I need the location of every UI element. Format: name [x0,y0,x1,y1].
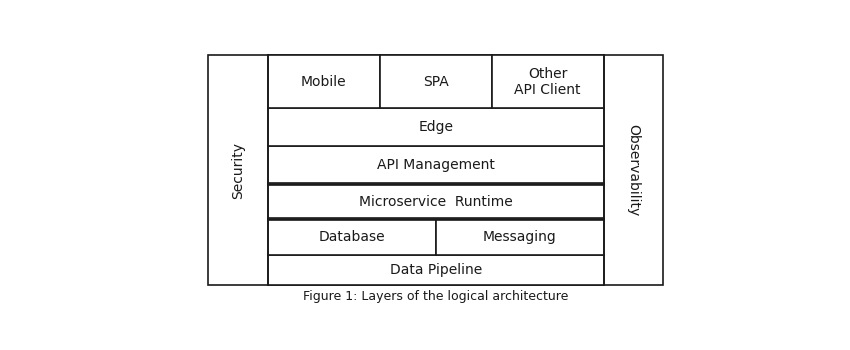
Text: SPA: SPA [422,75,449,89]
Bar [268,184,604,219]
Bar [435,219,604,255]
Text: Security: Security [231,141,245,198]
Text: Messaging: Messaging [483,230,557,244]
Text: Other
API Client: Other API Client [514,67,581,97]
Text: Observability: Observability [626,124,640,216]
Text: Edge: Edge [418,120,453,134]
Text: Figure 1: Layers of the logical architecture: Figure 1: Layers of the logical architec… [303,290,569,303]
Text: Mobile: Mobile [301,75,347,89]
Text: Microservice  Runtime: Microservice Runtime [359,195,513,209]
Text: API Management: API Management [377,158,495,172]
Bar [491,56,604,108]
Bar [268,219,435,255]
Text: Data Pipeline: Data Pipeline [389,262,482,276]
Text: Database: Database [318,230,385,244]
Bar [380,56,491,108]
Bar [268,255,604,285]
Bar [268,108,604,146]
Bar [208,56,663,285]
Bar [268,56,380,108]
Bar [268,146,604,184]
